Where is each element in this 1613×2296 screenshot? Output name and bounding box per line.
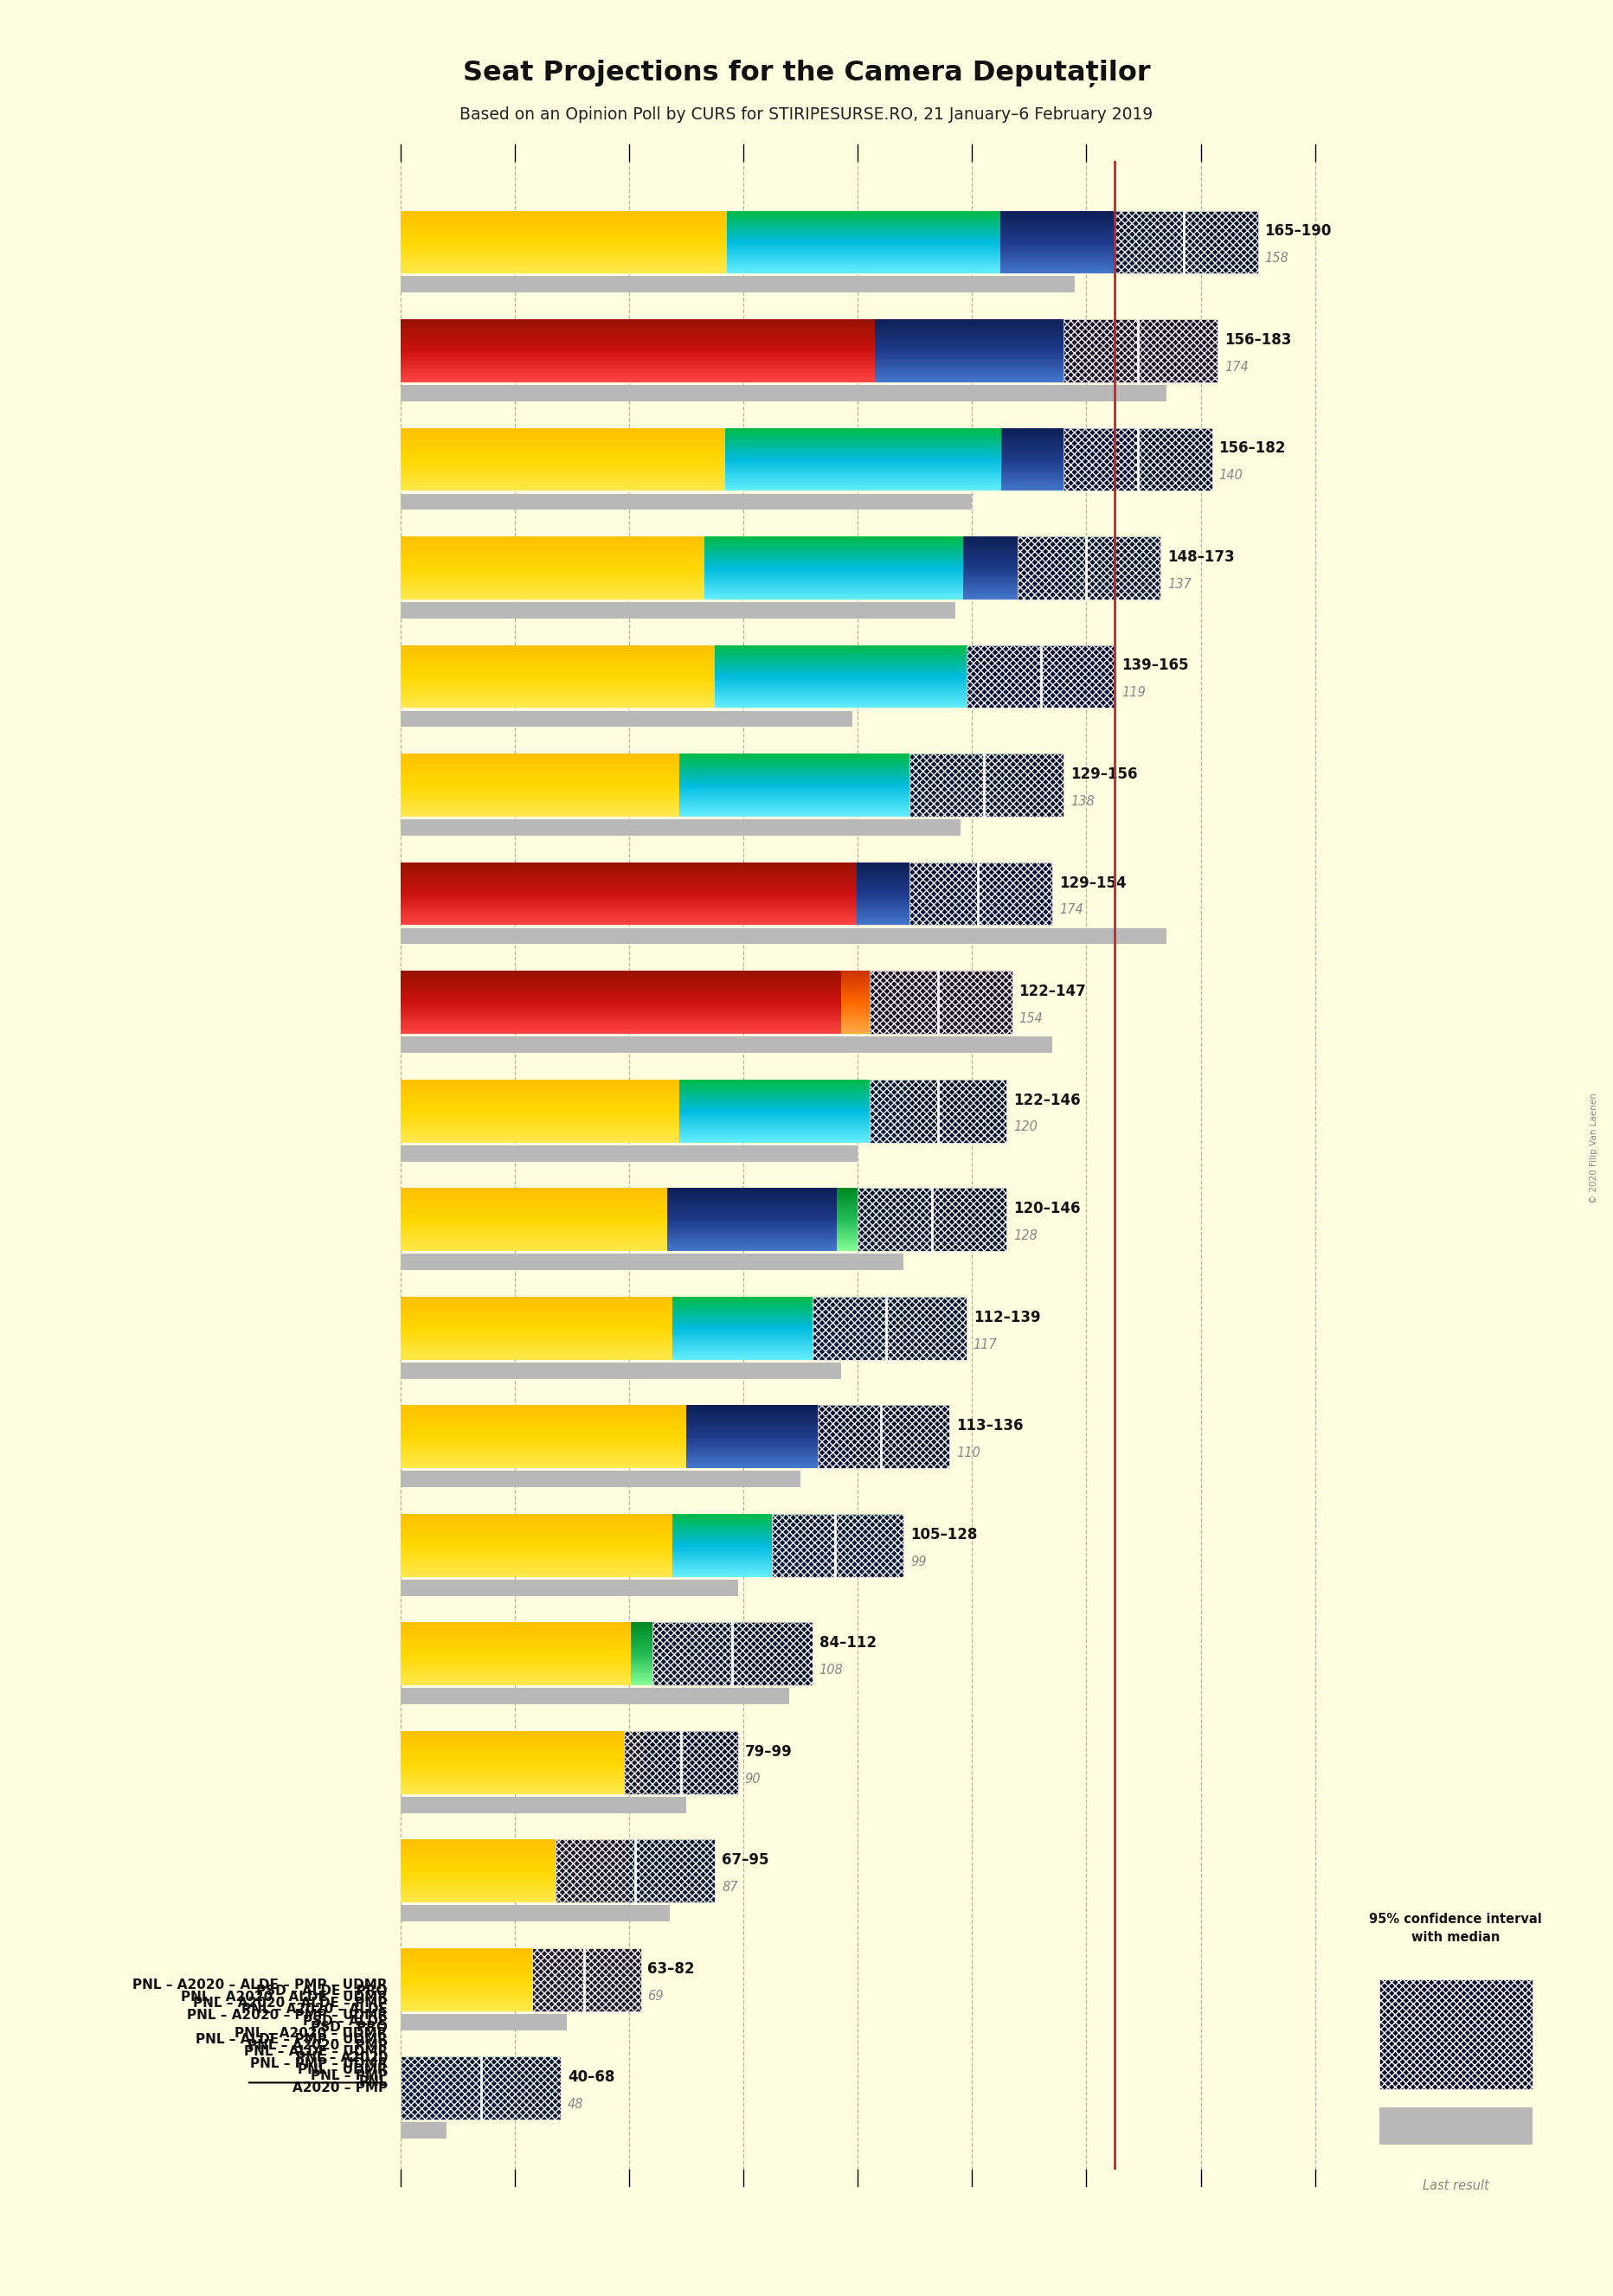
Text: 67–95: 67–95 bbox=[723, 1853, 769, 1869]
Text: 156–182: 156–182 bbox=[1219, 441, 1286, 457]
Text: 120–146: 120–146 bbox=[1013, 1201, 1081, 1217]
Bar bbox=[402, 2057, 561, 2119]
Text: 112–139: 112–139 bbox=[973, 1309, 1040, 1325]
Text: © 2020 Filip Van Laenen: © 2020 Filip Van Laenen bbox=[1589, 1093, 1598, 1203]
Bar bbox=[624, 1731, 737, 1793]
Text: 122–146: 122–146 bbox=[1013, 1093, 1081, 1109]
Bar bbox=[402, 1035, 1052, 1054]
Text: 129–156: 129–156 bbox=[1071, 767, 1137, 783]
Text: 48: 48 bbox=[568, 2099, 584, 2110]
Bar bbox=[402, 602, 955, 618]
Text: PNL – A2020 – ALDE: PNL – A2020 – ALDE bbox=[242, 2002, 387, 2016]
Bar bbox=[773, 1513, 903, 1577]
Text: PNL – ALDE – UDMR: PNL – ALDE – UDMR bbox=[244, 2046, 387, 2057]
Text: Last result: Last result bbox=[1423, 2179, 1489, 2193]
Text: 154: 154 bbox=[1019, 1013, 1044, 1024]
Text: 137: 137 bbox=[1168, 579, 1192, 590]
Bar bbox=[402, 1580, 737, 1596]
Text: PNL – A2020 – ALDE – PMP: PNL – A2020 – ALDE – PMP bbox=[194, 1998, 387, 2009]
Bar bbox=[402, 2014, 566, 2030]
Text: 84–112: 84–112 bbox=[819, 1635, 876, 1651]
Bar bbox=[402, 1688, 789, 1704]
Bar bbox=[402, 276, 1074, 292]
Text: PNL: PNL bbox=[358, 2076, 387, 2089]
Text: 95% confidence interval
with median: 95% confidence interval with median bbox=[1369, 1913, 1542, 1945]
Text: PNL – A2020 – PMP: PNL – A2020 – PMP bbox=[247, 2039, 387, 2053]
Bar bbox=[966, 645, 1115, 707]
Text: 119: 119 bbox=[1121, 687, 1145, 700]
Bar bbox=[1063, 319, 1218, 381]
Text: 122–147: 122–147 bbox=[1019, 983, 1086, 999]
Text: PNL – ALDE – PMP – UDMR: PNL – ALDE – PMP – UDMR bbox=[195, 2034, 387, 2046]
Bar bbox=[532, 1949, 640, 2011]
Text: 165–190: 165–190 bbox=[1265, 223, 1332, 239]
Text: 108: 108 bbox=[819, 1665, 844, 1676]
Bar bbox=[402, 1362, 840, 1378]
Bar bbox=[402, 2122, 447, 2140]
Bar bbox=[402, 1906, 669, 1922]
Text: PNL – A2020 – UDMR: PNL – A2020 – UDMR bbox=[235, 2027, 387, 2041]
Bar bbox=[910, 753, 1063, 817]
Bar bbox=[1063, 427, 1211, 491]
Text: PNL – A2020: PNL – A2020 bbox=[295, 2050, 387, 2064]
Text: 120: 120 bbox=[1013, 1120, 1037, 1134]
Text: 174: 174 bbox=[1060, 905, 1082, 916]
Text: PSD – PRO: PSD – PRO bbox=[311, 2020, 387, 2034]
Text: 63–82: 63–82 bbox=[648, 1961, 695, 1977]
Text: 69: 69 bbox=[648, 1988, 663, 2002]
Bar bbox=[402, 386, 1166, 402]
Text: 128: 128 bbox=[1013, 1228, 1037, 1242]
Text: 99: 99 bbox=[910, 1554, 926, 1568]
Bar bbox=[858, 1187, 1007, 1251]
Text: 174: 174 bbox=[1224, 360, 1248, 374]
Bar bbox=[402, 712, 852, 728]
Text: 113–136: 113–136 bbox=[957, 1419, 1023, 1433]
Text: PNL – PMP – UDMR: PNL – PMP – UDMR bbox=[250, 2057, 387, 2071]
Text: PNL – A2020 – PMP – UDMR: PNL – A2020 – PMP – UDMR bbox=[187, 2009, 387, 2023]
Text: 105–128: 105–128 bbox=[910, 1527, 977, 1543]
Bar bbox=[402, 820, 961, 836]
Bar bbox=[402, 1472, 800, 1488]
Text: 87: 87 bbox=[723, 1880, 739, 1894]
Text: 156–183: 156–183 bbox=[1224, 333, 1292, 347]
Bar bbox=[402, 1254, 903, 1270]
Bar bbox=[869, 1079, 1007, 1143]
Bar bbox=[1115, 211, 1258, 273]
Text: 40–68: 40–68 bbox=[568, 2069, 615, 2085]
Text: PNL – PMP: PNL – PMP bbox=[310, 2069, 387, 2082]
Bar bbox=[555, 1839, 715, 1903]
Text: 117: 117 bbox=[973, 1339, 997, 1350]
Bar bbox=[402, 494, 973, 510]
Text: Based on an Opinion Poll by CURS for STIRIPESURSE.RO, 21 January–6 February 2019: Based on an Opinion Poll by CURS for STI… bbox=[460, 106, 1153, 124]
Bar bbox=[910, 863, 1052, 925]
Text: 110: 110 bbox=[957, 1446, 981, 1460]
Text: 90: 90 bbox=[745, 1773, 761, 1786]
Bar bbox=[652, 1623, 813, 1685]
Text: A2020 – PMP: A2020 – PMP bbox=[292, 2082, 387, 2094]
Text: PSD – ALDE: PSD – ALDE bbox=[303, 2016, 387, 2027]
Text: 140: 140 bbox=[1219, 468, 1244, 482]
Text: PNL – A2020 – ALDE – PMP – UDMR: PNL – A2020 – ALDE – PMP – UDMR bbox=[132, 1979, 387, 1993]
Text: Seat Projections for the Camera Deputaților: Seat Projections for the Camera Deputați… bbox=[463, 60, 1150, 87]
Bar bbox=[402, 1798, 687, 1814]
Bar bbox=[1018, 537, 1161, 599]
Text: 158: 158 bbox=[1265, 253, 1289, 264]
Text: 138: 138 bbox=[1071, 794, 1095, 808]
Bar bbox=[869, 971, 1013, 1033]
Bar bbox=[813, 1297, 966, 1359]
Text: 148–173: 148–173 bbox=[1168, 549, 1234, 565]
Text: PNL – A2020 – ALDE – UDMR: PNL – A2020 – ALDE – UDMR bbox=[181, 1991, 387, 2004]
Text: 139–165: 139–165 bbox=[1121, 659, 1189, 673]
Text: PSD – ALDE – PRO: PSD – ALDE – PRO bbox=[256, 1986, 387, 1998]
Text: 79–99: 79–99 bbox=[745, 1745, 792, 1759]
Bar bbox=[402, 928, 1166, 944]
Bar bbox=[818, 1405, 950, 1467]
Bar bbox=[402, 1146, 858, 1162]
Text: PNL – UDMR: PNL – UDMR bbox=[298, 2064, 387, 2076]
Text: 129–154: 129–154 bbox=[1060, 875, 1126, 891]
